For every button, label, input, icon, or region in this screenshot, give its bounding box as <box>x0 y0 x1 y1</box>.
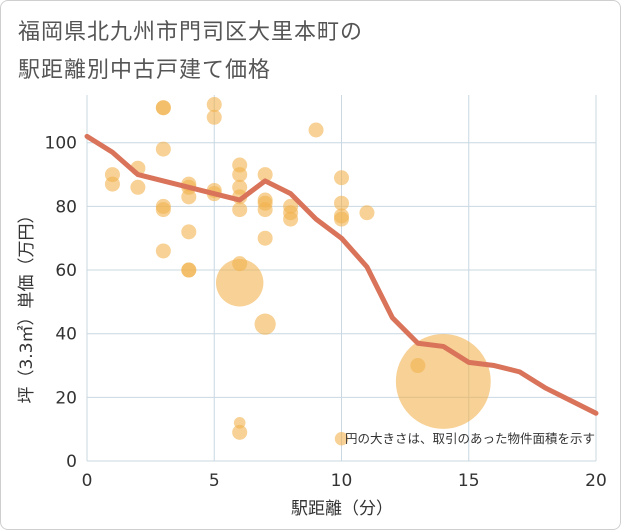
grid-lines <box>86 95 597 462</box>
bubble-point <box>130 179 146 195</box>
bubble-point <box>206 109 222 125</box>
chart-title-line-1: 福岡県北九州市門司区大里本町の <box>18 20 364 45</box>
bubble-point <box>155 202 171 218</box>
tick-labels: 0 5 10 15 20 0 20 40 60 80 100 <box>45 134 607 491</box>
y-tick-label: 100 <box>45 134 77 154</box>
bubble-point <box>334 170 349 186</box>
y-axis-label: 坪（3.3㎡）単価（万円） <box>17 206 37 403</box>
x-tick-label: 20 <box>585 471 607 491</box>
bubble-point <box>334 195 349 211</box>
bubble-point <box>257 167 273 183</box>
bubble-point <box>254 313 276 335</box>
bubble-point <box>155 243 171 259</box>
chart-title-line-2: 駅距離別中古戸建て価格 <box>18 58 272 83</box>
bubble-point <box>104 176 120 192</box>
bubble-point <box>181 189 197 205</box>
size-note: 円の大きさは、取引のあった物件面積を示す <box>345 431 595 446</box>
bubble-point <box>257 202 273 218</box>
x-axis-label: 駅距離（分） <box>291 499 393 519</box>
x-tick-label: 0 <box>82 471 93 491</box>
bubble-point <box>181 262 197 278</box>
bubble-layer <box>104 97 491 446</box>
bubble-point <box>334 211 349 227</box>
bubble-point <box>206 97 222 113</box>
y-tick-label: 40 <box>55 325 77 345</box>
x-tick-label: 5 <box>209 471 220 491</box>
trend-line <box>84 133 599 416</box>
bubble-point <box>215 259 264 307</box>
y-tick-label: 0 <box>66 452 77 472</box>
bubble-point <box>232 167 248 183</box>
bubble-point <box>257 230 273 246</box>
bubble-point <box>283 211 299 227</box>
bubble-point <box>359 205 375 221</box>
bubble-point <box>308 122 324 138</box>
bubble-point <box>232 424 248 440</box>
bubble-point <box>395 334 491 429</box>
bubble-point <box>155 100 171 116</box>
bubble-point <box>232 202 248 218</box>
bubble-point <box>155 141 171 157</box>
x-tick-label: 10 <box>331 471 353 491</box>
x-tick-label: 15 <box>458 471 480 491</box>
y-tick-label: 60 <box>55 261 77 281</box>
y-tick-label: 20 <box>55 388 77 408</box>
bubble-point <box>181 224 197 240</box>
y-tick-label: 80 <box>55 197 77 217</box>
bubble-point <box>334 432 349 446</box>
